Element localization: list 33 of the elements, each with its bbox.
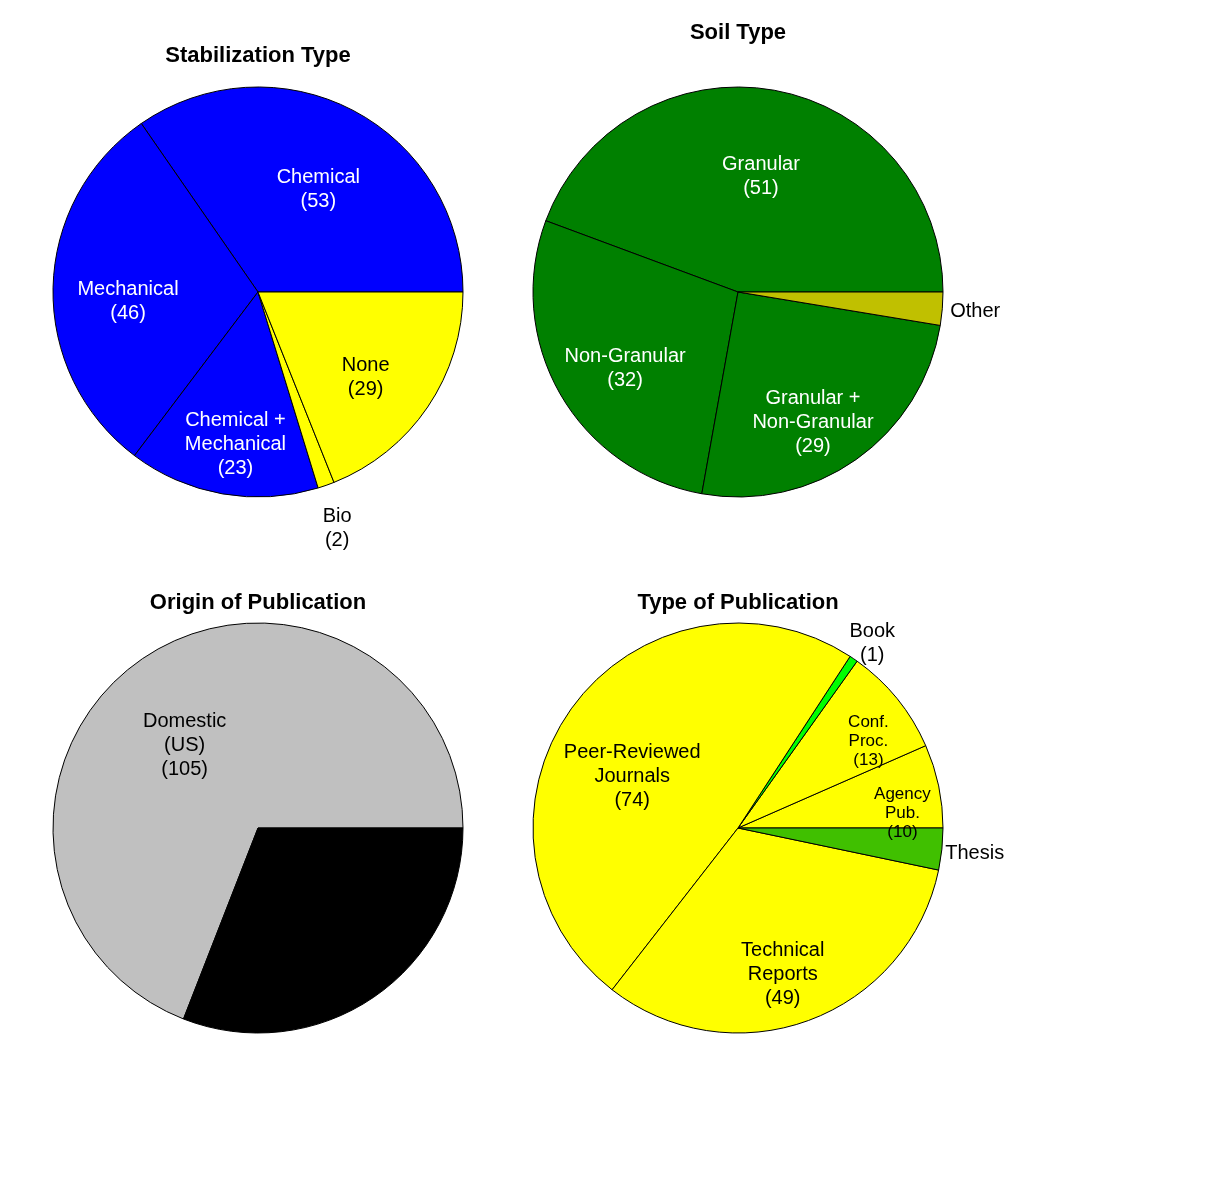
slice-label: Technical Reports	[741, 938, 825, 985]
data-label: (2)	[324, 528, 350, 551]
data-label: (29)	[347, 376, 384, 399]
data-label: (29)	[795, 434, 831, 457]
slice-label: Thesis	[945, 840, 1005, 863]
slice-label: Peer-Reviewed Journals	[563, 740, 701, 787]
slice-label: Chemical + Mechanical	[184, 408, 287, 455]
slice-label: Book	[849, 619, 897, 642]
data-label: (74)	[614, 788, 650, 811]
slice-label: Bio	[322, 504, 352, 527]
data-label: (13)	[853, 750, 884, 770]
chart-title: Soil Type	[689, 18, 787, 44]
data-label: (23)	[217, 456, 254, 479]
slice-label: Domestic (US)	[142, 708, 227, 755]
chart-title: Stabilization Type	[165, 42, 351, 68]
data-label: (46)	[110, 301, 146, 324]
slice-label: None	[341, 352, 390, 375]
slice-label: Granular + Non-Granular	[752, 386, 874, 433]
data-label: (51)	[743, 176, 779, 199]
slice-label: Chemical	[276, 164, 360, 187]
slice-label: Other	[950, 299, 1001, 322]
slice-label: Agency Pub.	[874, 783, 932, 822]
slice-label: Granular	[722, 152, 801, 175]
data-label: (49)	[764, 986, 801, 1009]
slice-label: Mechanical	[77, 277, 179, 300]
chart-title: Type of Publication	[637, 589, 839, 614]
data-label: (105)	[161, 756, 209, 779]
data-label: (32)	[607, 368, 643, 391]
slice-label: Non-Granular	[564, 344, 687, 367]
slice-label: Conf. Proc.	[848, 712, 889, 751]
data-label: (53)	[300, 188, 337, 211]
chart-title: Origin of Publication	[149, 589, 367, 614]
data-label: (1)	[860, 643, 885, 666]
